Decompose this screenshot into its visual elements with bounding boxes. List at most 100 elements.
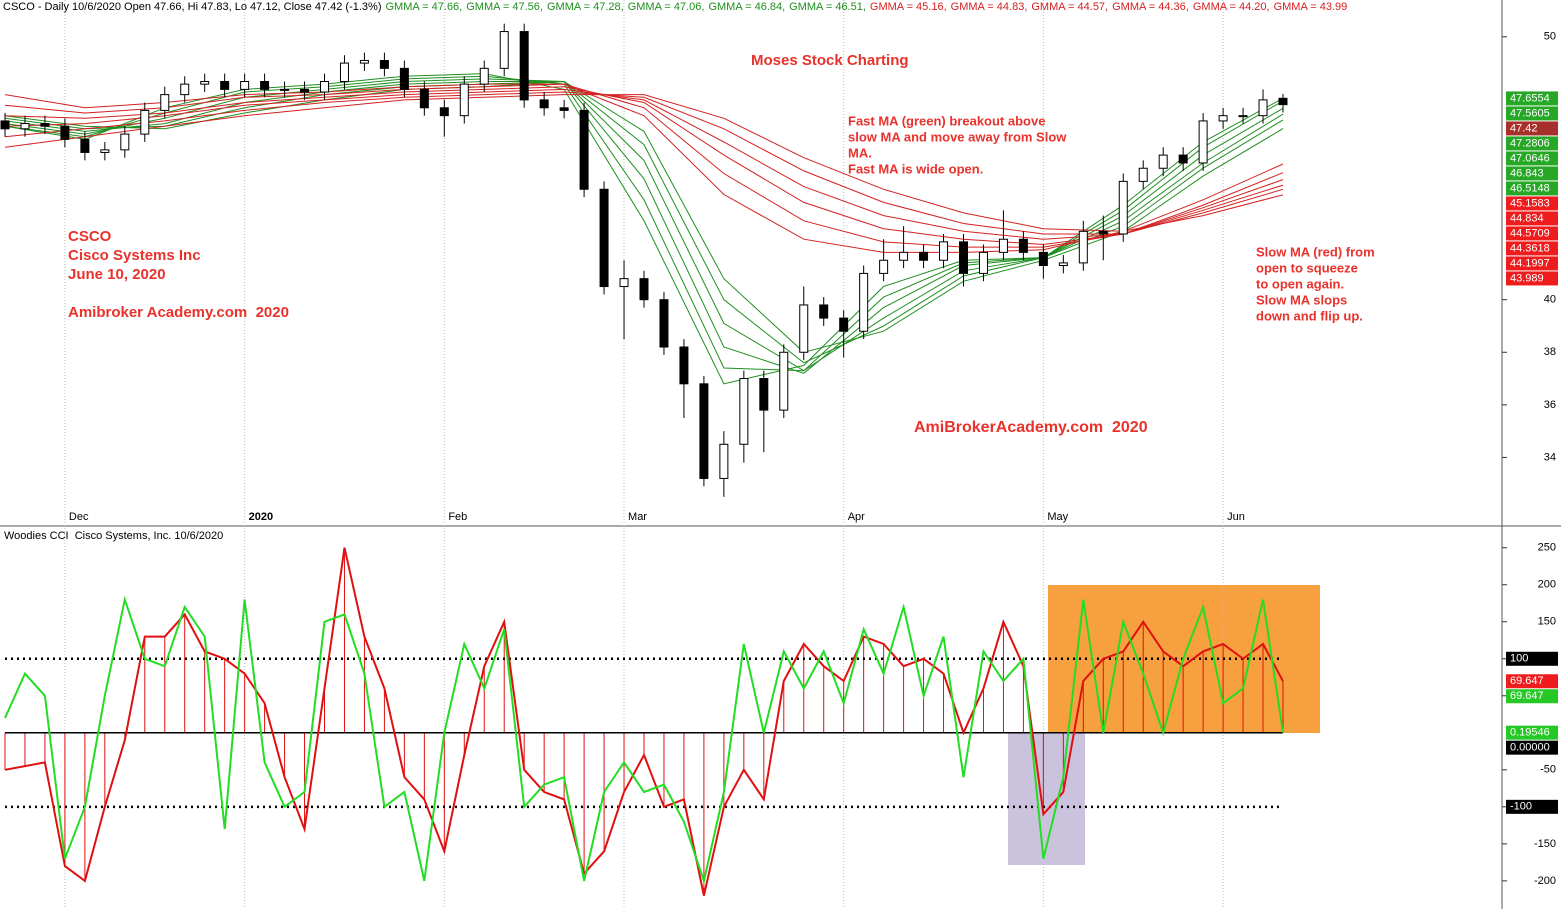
x-tick-label: Jun — [1227, 511, 1245, 523]
candle-body — [1138, 167, 1148, 182]
annotation: Cisco Systems Inc — [68, 247, 201, 264]
candle-body — [699, 383, 709, 479]
x-tick-label: Dec — [69, 511, 89, 523]
candle-body — [899, 251, 909, 261]
x-tick-label: Feb — [448, 511, 467, 523]
candle-body — [779, 351, 789, 411]
candle-body — [939, 241, 949, 261]
value-box-label: 0.00000 — [1510, 742, 1550, 754]
candle-body — [80, 138, 90, 153]
gmma-line — [4, 86, 1284, 246]
annotation: to open again. — [1256, 276, 1344, 291]
candle-body — [739, 378, 749, 445]
candle-body — [1218, 115, 1228, 122]
cci-title: Woodies CCI Cisco Systems, Inc. 10/6/202… — [4, 530, 223, 542]
candle-body — [679, 346, 689, 385]
header-gmma: GMMA = 44.83, — [951, 1, 1028, 13]
annotation: slow MA and move away from Slow — [848, 129, 1067, 144]
value-box-label: 47.5605 — [1510, 107, 1550, 119]
gmma-line — [4, 91, 1284, 235]
candle-body — [260, 80, 270, 90]
candle-body — [200, 80, 210, 85]
header-gmma: GMMA = 47.66, — [386, 1, 463, 13]
header-gmma: GMMA = 46.84, — [708, 1, 785, 13]
candle-body — [40, 123, 50, 127]
candle-body — [280, 88, 290, 91]
gmma-line — [4, 83, 1284, 248]
value-box-label: 0.19546 — [1510, 727, 1550, 739]
candle-body — [339, 62, 349, 82]
y-tick-label: 250 — [1538, 542, 1556, 554]
candle-body — [499, 31, 509, 69]
y-tick-label: 36 — [1544, 399, 1556, 411]
candle-body — [719, 443, 729, 479]
candle-body — [160, 94, 170, 111]
y-tick-label: -50 — [1540, 764, 1556, 776]
value-box — [1506, 241, 1558, 256]
gmma-line — [4, 81, 1284, 372]
annotation: CSCO — [68, 228, 112, 245]
header-title: CSCO - Daily 10/6/2020 Open 47.66, Hi 47… — [3, 1, 382, 13]
value-box — [1506, 674, 1558, 689]
value-box — [1506, 196, 1558, 211]
y-tick-label: 200 — [1538, 579, 1556, 591]
gmma-line — [4, 75, 1284, 372]
annotation: Fast MA is wide open. — [848, 161, 983, 176]
header-gmma: GMMA = 45.16, — [870, 1, 947, 13]
value-box-label: 47.2806 — [1510, 137, 1550, 149]
value-box — [1506, 725, 1558, 740]
value-box-label: 44.834 — [1510, 212, 1544, 224]
x-tick-label: 2020 — [249, 511, 273, 523]
value-box-label: 43.989 — [1510, 272, 1544, 284]
candle-body — [799, 304, 809, 353]
annotation: down and flip up. — [1256, 308, 1363, 323]
header-gmma: GMMA = 47.56, — [466, 1, 543, 13]
header-gmma: GMMA = 47.06, — [628, 1, 705, 13]
candle-body — [1038, 251, 1048, 267]
candle-body — [459, 83, 469, 117]
y-tick-label: 38 — [1544, 346, 1556, 358]
header-gmma: GMMA = 44.20, — [1193, 1, 1270, 13]
candle-body — [320, 80, 329, 93]
candle-body — [639, 278, 649, 301]
candle-body — [300, 88, 310, 93]
candle-body — [978, 251, 988, 274]
value-box — [1506, 799, 1558, 814]
candle-body — [399, 67, 409, 90]
header-gmma: GMMA = 44.36, — [1112, 1, 1189, 13]
candle-body — [1098, 230, 1108, 235]
candle-body — [140, 109, 150, 135]
annotation: Amibroker Academy.com 2020 — [68, 304, 289, 321]
candle-body — [859, 272, 869, 332]
gmma-line — [4, 88, 1284, 240]
value-box-label: 46.5148 — [1510, 182, 1550, 194]
candle-body — [180, 83, 190, 96]
value-box — [1506, 211, 1558, 226]
candle-body — [819, 304, 829, 319]
candle-body — [220, 80, 230, 90]
value-box-label: 47.6554 — [1510, 92, 1550, 104]
candle-body — [1278, 97, 1288, 106]
value-box — [1506, 166, 1558, 181]
candle-body — [479, 67, 489, 85]
x-tick-label: Apr — [848, 511, 865, 523]
header-gmma: GMMA = 43.99 — [1274, 1, 1348, 13]
candle-body — [659, 299, 669, 348]
y-tick-label: -200 — [1534, 875, 1556, 887]
y-tick-label: 50 — [1544, 31, 1556, 43]
value-box — [1506, 256, 1558, 271]
candle-body — [959, 241, 968, 274]
value-box — [1506, 689, 1558, 704]
candle-body — [1258, 99, 1268, 117]
value-box — [1506, 136, 1558, 151]
candle-body — [579, 109, 589, 190]
candle-body — [439, 107, 449, 117]
y-tick-label: -150 — [1534, 838, 1556, 850]
value-box — [1506, 181, 1558, 196]
candle-body — [1238, 115, 1248, 118]
candle-body — [998, 238, 1008, 253]
gmma-line — [4, 80, 1284, 353]
